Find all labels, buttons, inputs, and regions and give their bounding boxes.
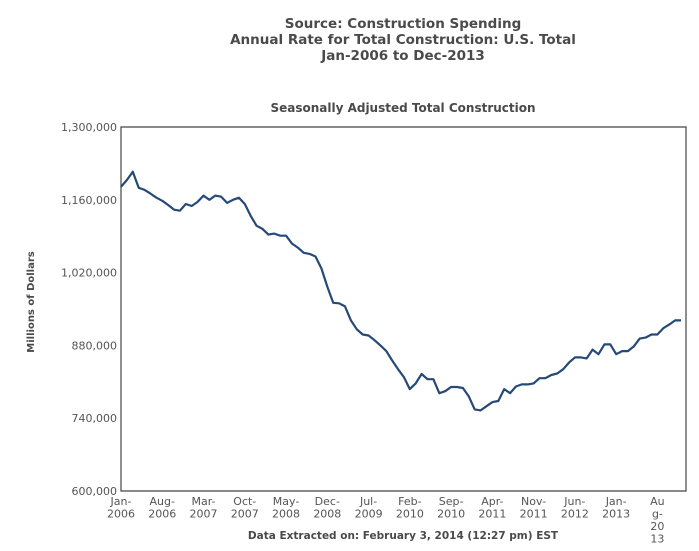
x-tick-label: Jan-2013	[602, 495, 630, 521]
y-tick-label: 880,000	[72, 339, 118, 352]
series-title: Annual Rate for Total Construction: U.S.…	[230, 32, 576, 48]
x-tick-label: Aug-2006	[148, 495, 176, 521]
x-tick-label: Feb-2010	[396, 495, 424, 521]
x-tick-label: Au g-20 13	[650, 495, 665, 546]
source-title: Source: Construction Spending	[284, 16, 522, 32]
x-tick-label: May-2008	[272, 495, 300, 521]
x-tick-label: Sep-2010	[437, 495, 465, 521]
chart-header: Source: Construction Spending Annual Rat…	[0, 16, 699, 64]
date-range-title: Jan-2006 to Dec-2013	[321, 48, 485, 64]
y-tick-label: 1,020,000	[61, 267, 117, 280]
y-tick-label: 600,000	[72, 485, 118, 498]
y-axis-label: Millions of Dollars	[26, 251, 37, 352]
y-tick-label: 1,300,000	[61, 121, 117, 134]
chart-title: Seasonally Adjusted Total Construction	[270, 101, 536, 115]
x-tick-label: Jul-2009	[355, 495, 383, 521]
x-tick-label: Mar-2007	[190, 495, 218, 521]
plot-frame	[120, 126, 687, 492]
x-tick-label: Dec-2008	[313, 495, 341, 521]
y-axis-ticks: 600,000 740,000 880,000 1,020,000 1,160,000 1…	[61, 121, 117, 498]
x-tick-label: Jan-2006	[107, 495, 135, 521]
y-tick-label: 740,000	[72, 412, 118, 425]
x-axis-ticks: Jan-2006 Aug-2006 Mar-2007 Oct-2007 May-2008…	[107, 495, 665, 546]
data-extracted-note: Data Extracted on: February 3, 2014 (12:…	[247, 530, 559, 542]
x-tick-label: Oct-2007	[231, 495, 259, 521]
x-tick-label: Jun-2012	[561, 495, 589, 521]
series-line	[120, 170, 681, 412]
x-tick-label: Nov-2011	[520, 495, 548, 521]
x-tick-label: Apr-2011	[478, 495, 506, 521]
y-tick-label: 1,160,000	[61, 194, 117, 207]
